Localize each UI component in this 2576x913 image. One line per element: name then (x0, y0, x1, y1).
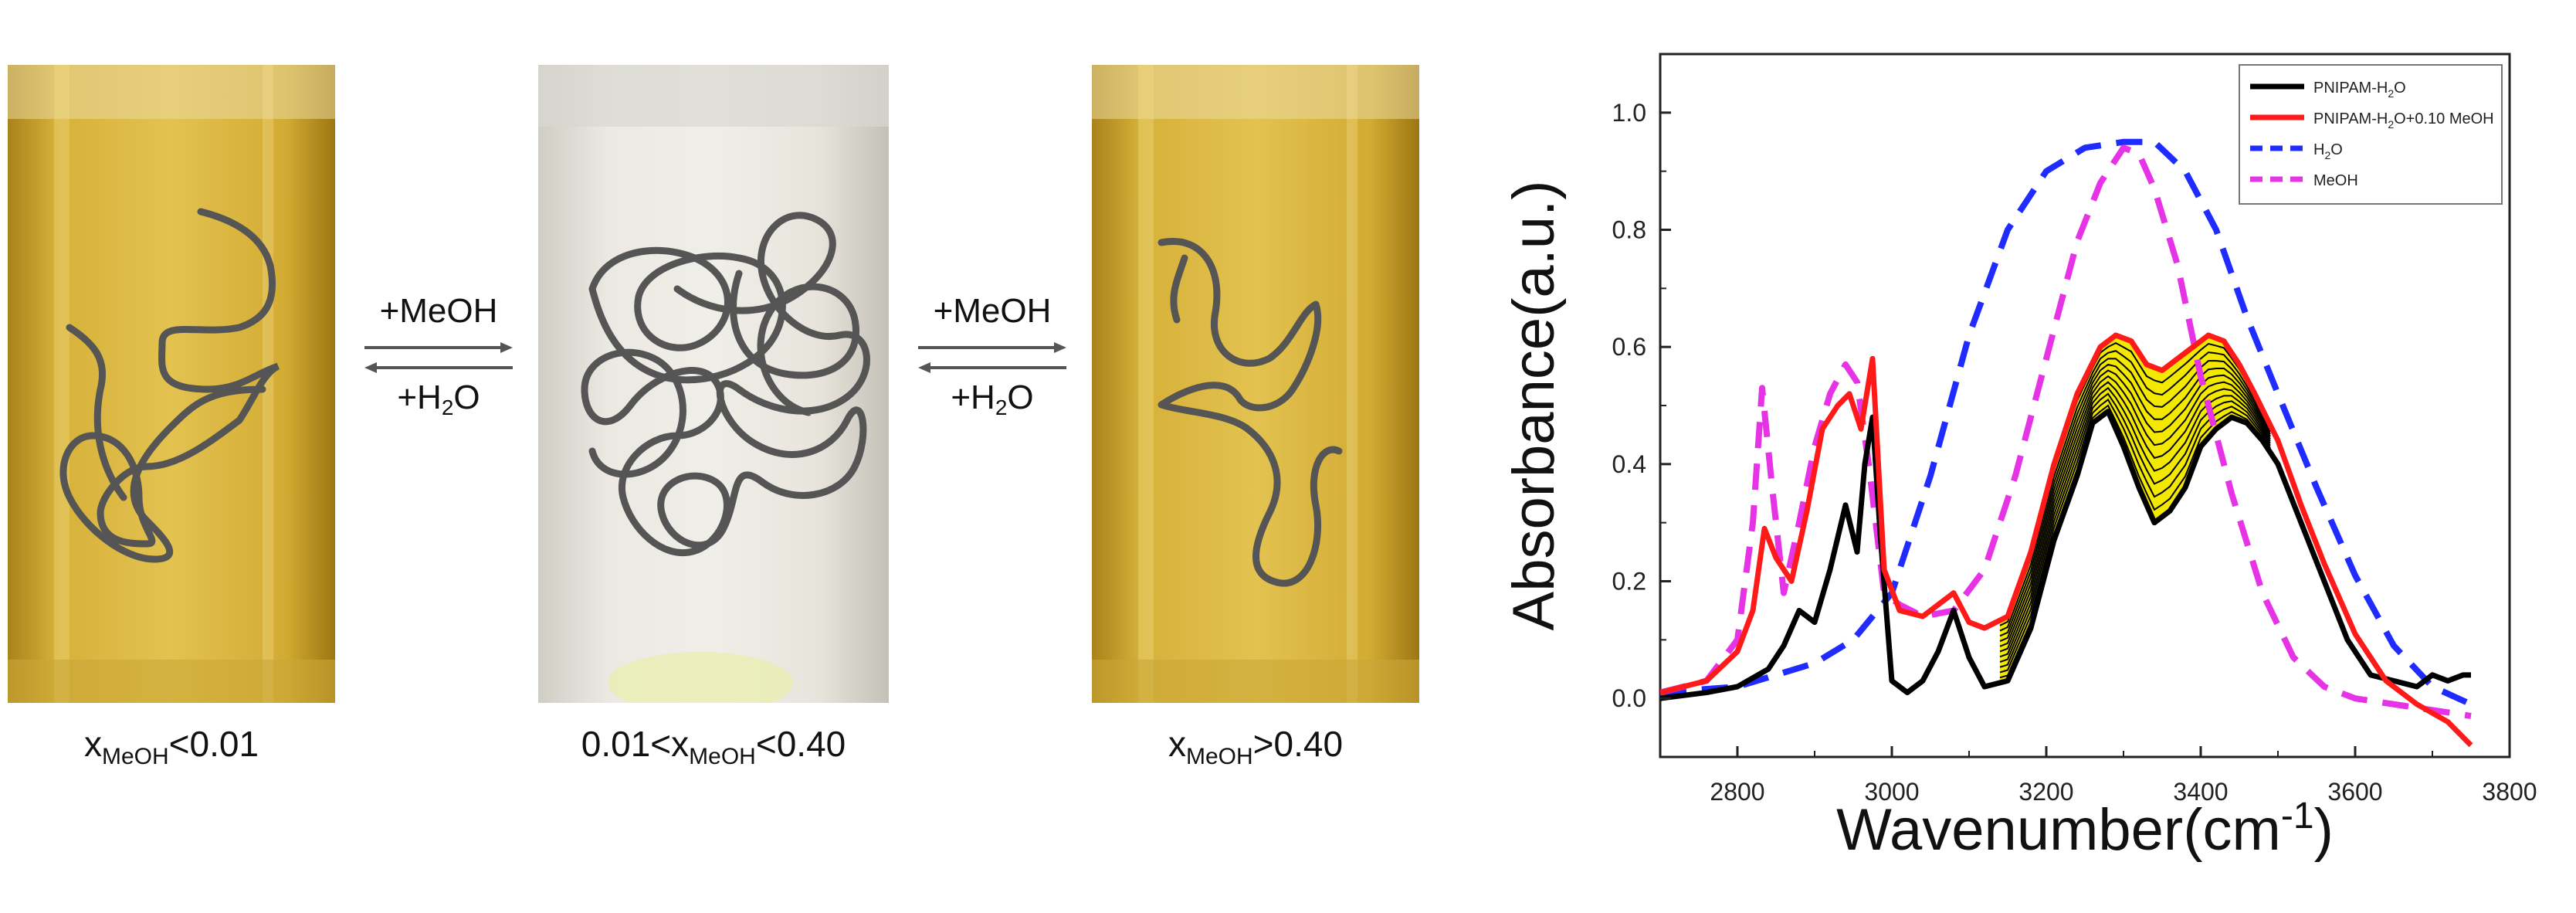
shaded-difference-area (2000, 335, 2270, 683)
caption-variable: x (83, 724, 102, 764)
x-tick-label: 2800 (1710, 778, 1764, 806)
y-tick-label: 0.8 (1612, 216, 1646, 244)
reverse-label-subscript: 2 (995, 395, 1008, 419)
series-line-pnipam-h2o (1660, 409, 2471, 701)
caption-subscript: MeOH (689, 744, 756, 769)
vial-illustration (1092, 65, 1419, 703)
shaded-hatch-line (1999, 386, 2271, 663)
series-line-meoh (1660, 144, 2472, 719)
caption-condition: >0.40 (1252, 724, 1344, 764)
caption-mid-methanol: 0.01<xMeOH<0.40 (538, 723, 889, 770)
forward-label: +MeOH (379, 292, 498, 330)
shaded-hatch-line (1999, 369, 2271, 647)
caption-variable: x (671, 724, 690, 764)
y-tick-label: 0.6 (1612, 333, 1646, 361)
polymer-chain-extended (1158, 238, 1343, 587)
legend-entry-name: H (2313, 141, 2324, 158)
equilibrium-arrow-icon (364, 342, 513, 373)
polymer-chain-collapsed (581, 212, 870, 556)
legend-entry: MeOH (2313, 172, 2358, 189)
shaded-hatch-line (1999, 363, 2271, 642)
legend-entry: H2O (2313, 141, 2343, 161)
vial-illustration (8, 65, 335, 703)
vial-photo-mid-methanol (538, 65, 889, 703)
x-axis-label: Wavenumber(cm-1) (1836, 796, 2334, 863)
y-tick-label: 0.4 (1612, 450, 1646, 478)
caption-variable: x (1168, 724, 1186, 764)
x-tick-label: 3600 (2327, 778, 2382, 806)
legend-entry: PNIPAM-H2O+0.10 MeOH (2313, 110, 2494, 131)
legend-entry-subscript: 2 (2388, 118, 2394, 131)
y-axis-label: Absorbance(a.u.) (1501, 181, 1567, 631)
vial-illustration (538, 65, 889, 703)
legend-entry-subscript: 2 (2324, 149, 2330, 161)
legend-entry-suffix: O+0.10 MeOH (2394, 110, 2494, 127)
reverse-label-suffix: O (453, 378, 480, 416)
vial-photo-low-methanol (8, 65, 335, 703)
legend-entry-name: PNIPAM-H (2313, 80, 2388, 97)
caption-subscript: MeOH (1185, 744, 1253, 769)
y-tick-label: 0.2 (1612, 568, 1646, 596)
caption-prefix: 0.01< (581, 724, 672, 764)
caption-condition: <0.40 (755, 724, 846, 764)
shaded-hatch-line (1999, 392, 2271, 668)
x-tick-label: 3400 (2173, 778, 2228, 806)
reverse-label-prefix: +H (397, 378, 442, 416)
y-tick-label: 1.0 (1612, 99, 1646, 127)
shaded-hatch-line (1999, 350, 2271, 632)
equilibrium-arrows-2: +MeOH +H2O (915, 292, 1069, 419)
reverse-label: +H2O (915, 378, 1069, 420)
legend-entry-subscript: 2 (2388, 87, 2394, 100)
x-axis-label-main: Wavenumber(cm (1836, 797, 2281, 863)
x-axis-label-superscript: -1 (2281, 796, 2314, 837)
series-line-h2o (1660, 138, 2473, 708)
caption-subscript: MeOH (101, 744, 169, 769)
forward-label: +MeOH (933, 292, 1052, 330)
ftir-spectra-chart: 2800 3000 3200 3400 3600 3800 0.0 0.2 0.4 0.6 0.8 1… (1501, 53, 2537, 863)
caption-low-methanol: xMeOH<0.01 (8, 723, 335, 770)
legend-entry-name: MeOH (2313, 172, 2358, 189)
legend-entry-suffix: O (2394, 80, 2406, 97)
reverse-label: +H2O (361, 378, 516, 420)
legend-entry-suffix: O (2330, 141, 2343, 158)
x-tick-label: 3800 (2482, 778, 2537, 806)
shaded-hatch-line (1999, 398, 2271, 674)
shaded-hatch-line (1999, 375, 2271, 653)
reverse-label-subscript: 2 (441, 395, 454, 419)
legend-entry: PNIPAM-H2O (2313, 80, 2406, 100)
vial-photo-high-methanol (1092, 65, 1419, 703)
legend-entry-name: PNIPAM-H (2313, 110, 2388, 127)
caption-condition: <0.01 (168, 724, 259, 764)
polymer-chain-extended (59, 208, 280, 563)
shaded-hatch-line (1999, 381, 2271, 658)
reverse-label-prefix: +H (951, 378, 995, 416)
reverse-label-suffix: O (1007, 378, 1034, 416)
series-line-pnipam-h2o-0-10-meoh (1660, 332, 2473, 748)
y-tick-label: 0.0 (1612, 684, 1646, 712)
x-tick-label: 3000 (1864, 778, 1919, 806)
equilibrium-arrows-1: +MeOH +H2O (361, 292, 516, 419)
x-tick-label: 3200 (2018, 778, 2073, 806)
shaded-region-group (1999, 335, 2271, 683)
equilibrium-arrow-icon (918, 342, 1066, 373)
x-axis-label-close: ) (2314, 797, 2334, 863)
caption-high-methanol: xMeOH>0.40 (1092, 723, 1419, 770)
shaded-hatch-line (1999, 358, 2271, 637)
